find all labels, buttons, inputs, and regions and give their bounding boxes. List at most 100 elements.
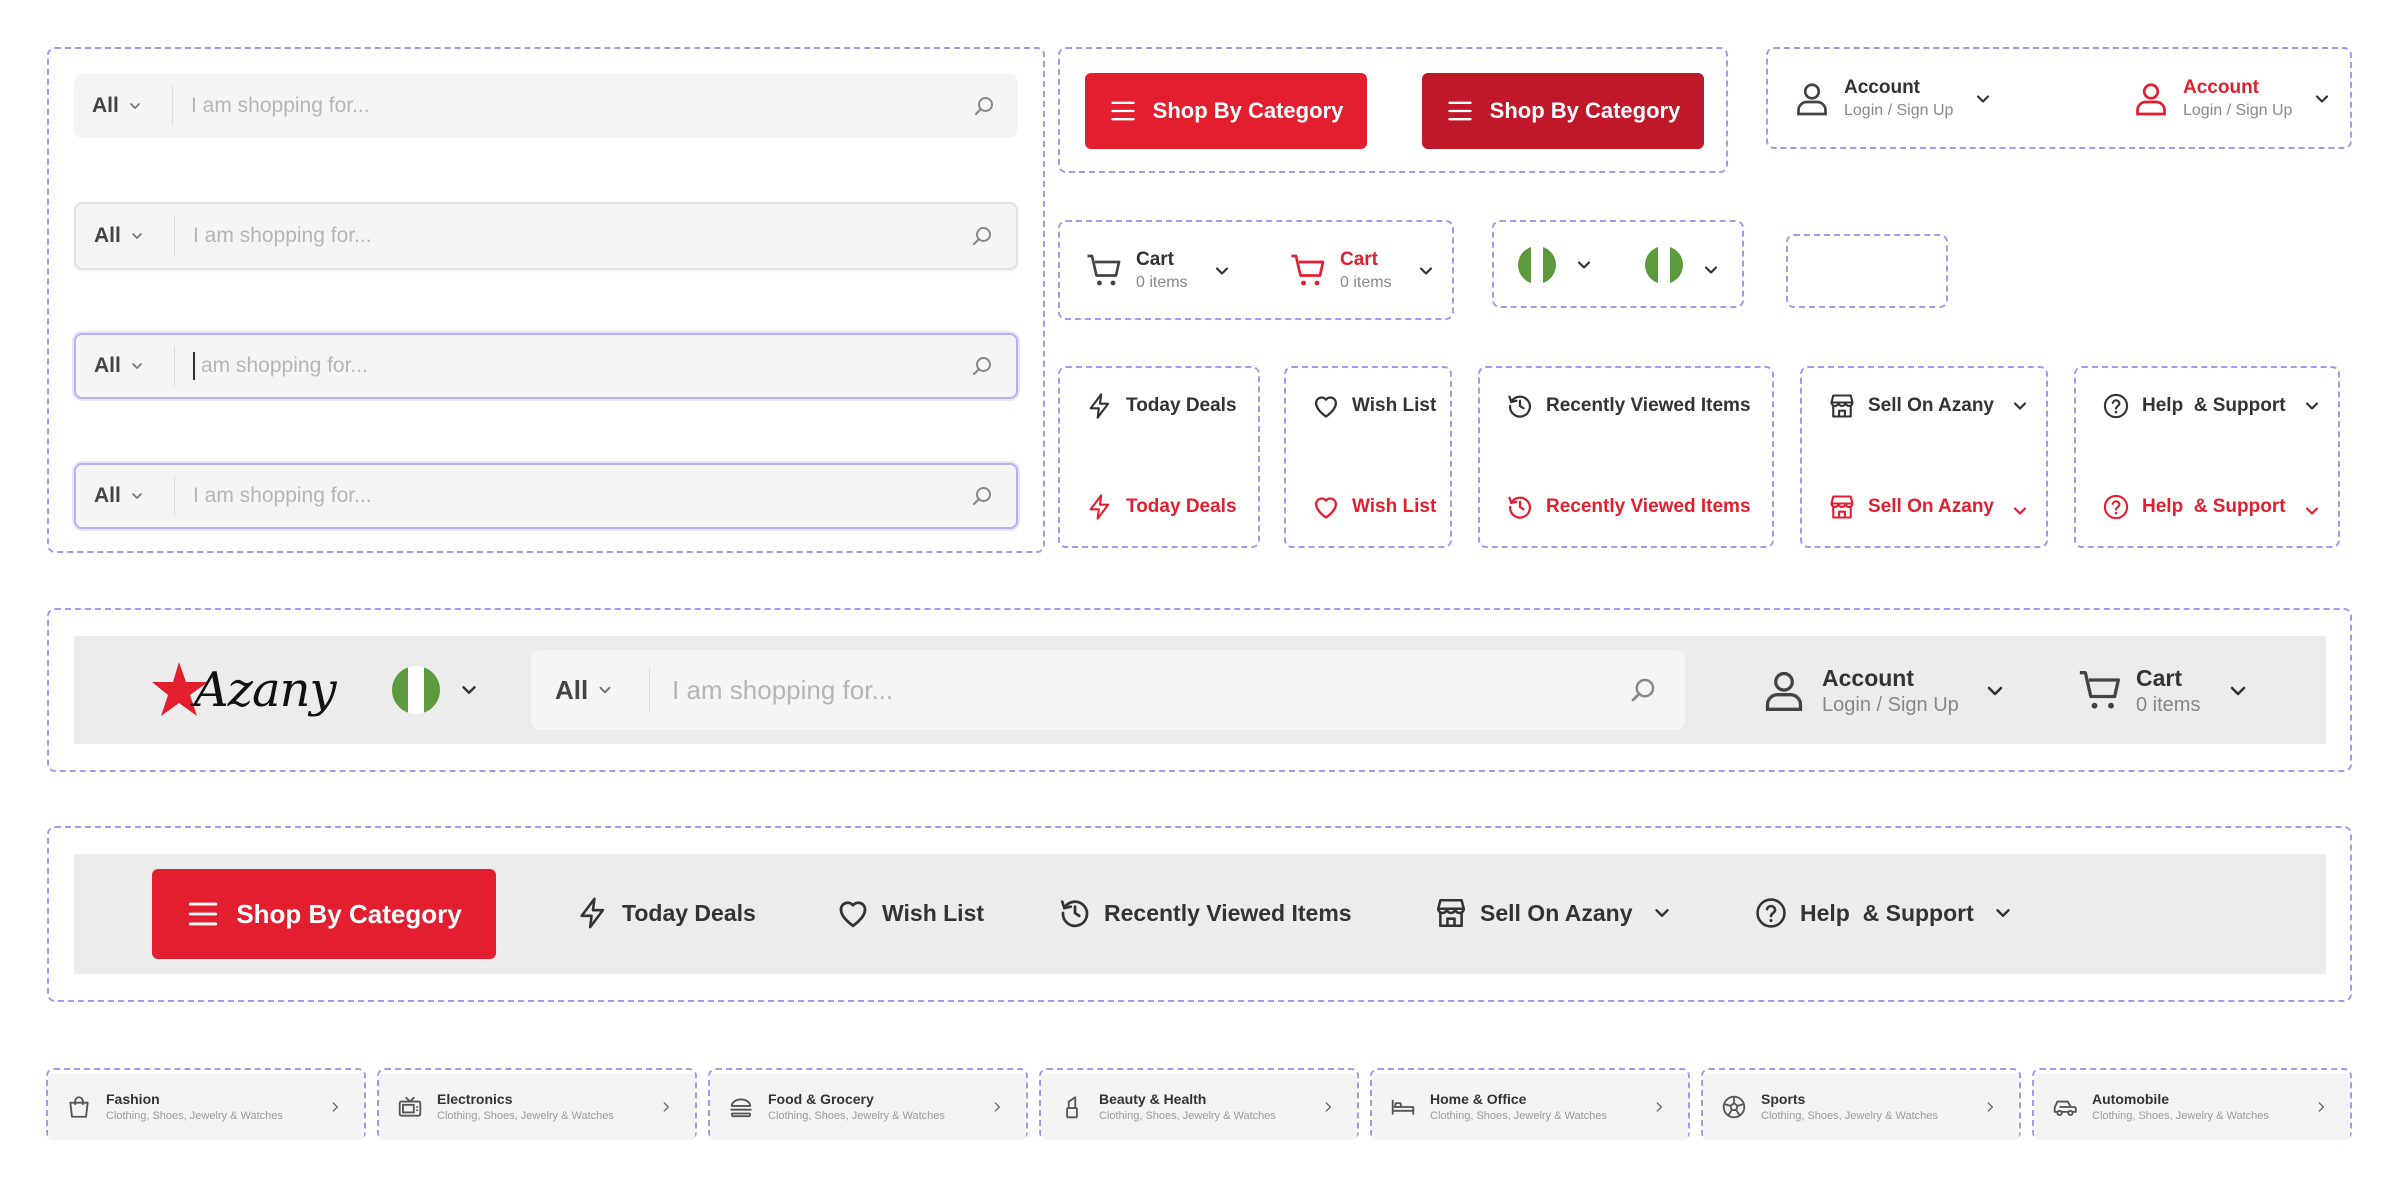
country-selector-hover[interactable] <box>1645 246 1721 284</box>
search-placeholder: am shopping for... <box>201 354 368 377</box>
star-logo-icon <box>152 662 208 716</box>
category-tile-automobile[interactable]: Automobile Clothing, Shoes, Jewelry & Wat… <box>2034 1074 2350 1140</box>
search-icon <box>970 224 994 248</box>
search-button[interactable] <box>1601 675 1685 705</box>
cart-menu[interactable]: Cart 0 items <box>2078 664 2250 718</box>
search-button[interactable] <box>950 94 1018 118</box>
account-menu-hover[interactable]: Account Login / Sign Up <box>2133 76 2332 122</box>
search-placeholder: I am shopping for... <box>193 484 372 507</box>
chevron-right-icon <box>328 1100 342 1114</box>
store-icon <box>1434 896 1468 930</box>
shop-by-category-button[interactable]: Shop By Category <box>1085 73 1367 149</box>
recently-viewed-label: Recently Viewed Items <box>1104 899 1352 926</box>
chevron-down-icon <box>1992 902 2014 924</box>
category-tile-sports[interactable]: Sports Clothing, Shoes, Jewelry & Watches <box>1703 1074 2019 1140</box>
country-selector[interactable] <box>392 666 480 714</box>
country-selector[interactable] <box>1518 246 1594 284</box>
help-support-link[interactable]: Help & Support <box>2102 392 2322 420</box>
account-title: Account <box>1844 77 1920 98</box>
sell-on-azany-link[interactable]: Sell On Azany <box>1828 392 2030 420</box>
category-tile-electronics[interactable]: Electronics Clothing, Shoes, Jewelry & Wa… <box>379 1074 695 1140</box>
text-cursor <box>193 352 195 380</box>
recently-viewed-link-hover[interactable]: Recently Viewed Items <box>1506 493 1751 521</box>
chevron-down-icon <box>129 358 145 374</box>
lightning-icon <box>576 896 610 930</box>
shop-by-category-label: Shop By Category <box>1152 98 1344 123</box>
today-deals-frame <box>1058 366 1260 548</box>
wish-list-label: Wish List <box>1352 496 1437 517</box>
help-support-link[interactable]: Help & Support <box>1754 896 2014 930</box>
today-deals-link-hover[interactable]: Today Deals <box>1086 493 1237 521</box>
category-select[interactable]: All <box>531 675 649 706</box>
shop-by-category-button-hover[interactable]: Shop By Category <box>1422 73 1704 149</box>
header-search-bar: All I am shopping for... <box>531 650 1685 730</box>
account-menu[interactable]: Account Login / Sign Up <box>1794 76 1993 122</box>
today-deals-label: Today Deals <box>1126 496 1237 517</box>
chevron-right-icon <box>1652 1100 1666 1114</box>
chevron-right-icon <box>1983 1100 1997 1114</box>
search-placeholder: I am shopping for... <box>193 224 372 247</box>
category-tile-home-office[interactable]: Home & Office Clothing, Shoes, Jewelry & … <box>1372 1074 1688 1140</box>
category-tile-food-grocery[interactable]: Food & Grocery Clothing, Shoes, Jewelry &… <box>710 1074 1026 1140</box>
category-name: Sports <box>1761 1091 1806 1107</box>
category-tile-beauty-health[interactable]: Beauty & Health Clothing, Shoes, Jewelry … <box>1041 1074 1357 1140</box>
chevron-down-icon <box>1212 261 1232 281</box>
help-frame <box>2074 366 2340 548</box>
store-icon <box>1828 392 1856 420</box>
search-button[interactable] <box>948 484 1016 508</box>
menu-icon <box>186 897 220 931</box>
category-select[interactable]: All <box>76 224 174 248</box>
search-variants-frame <box>47 47 1045 553</box>
search-icon <box>970 354 994 378</box>
soccer-ball-icon <box>1721 1094 1747 1120</box>
cart-menu-hover[interactable]: Cart 0 items <box>1290 248 1436 294</box>
chevron-down-icon <box>458 679 480 701</box>
sell-on-azany-label: Sell On Azany <box>1868 395 1994 416</box>
cart-title: Cart <box>1340 249 1379 270</box>
search-button[interactable] <box>948 224 1016 248</box>
search-input[interactable]: I am shopping for... <box>650 675 1601 706</box>
wish-list-link[interactable]: Wish List <box>836 896 984 930</box>
help-support-link-hover[interactable]: Help & Support <box>2102 493 2322 521</box>
divider <box>174 476 175 516</box>
account-menu[interactable]: Account Login / Sign Up <box>1762 664 2007 718</box>
country-frame <box>1492 220 1744 308</box>
wish-list-link[interactable]: Wish List <box>1312 392 1436 420</box>
sell-on-azany-link[interactable]: Sell On Azany <box>1434 896 1673 930</box>
category-select[interactable]: All <box>74 94 172 118</box>
cart-menu[interactable]: Cart 0 items <box>1086 248 1232 294</box>
recently-viewed-link[interactable]: Recently Viewed Items <box>1058 896 1352 930</box>
search-input[interactable]: am shopping for... <box>175 352 948 380</box>
divider <box>172 86 173 126</box>
search-button[interactable] <box>948 354 1016 378</box>
account-title: Account <box>1822 665 1914 691</box>
shopping-bag-icon <box>66 1094 92 1120</box>
car-icon <box>2052 1094 2078 1120</box>
search-input[interactable]: I am shopping for... <box>175 484 948 508</box>
azany-logo[interactable]: Azany <box>152 660 337 720</box>
chevron-right-icon <box>659 1100 673 1114</box>
today-deals-link[interactable]: Today Deals <box>576 896 756 930</box>
sell-frame <box>1800 366 2048 548</box>
shop-by-category-button[interactable]: Shop By Category <box>152 869 496 959</box>
cart-subtitle: 0 items <box>1340 274 1392 291</box>
search-input[interactable]: I am shopping for... <box>173 94 950 118</box>
recently-viewed-label: Recently Viewed Items <box>1546 496 1751 517</box>
category-subtitle: Clothing, Shoes, Jewelry & Watches <box>1761 1110 1938 1122</box>
header-frame <box>47 608 2352 772</box>
category-name: Home & Office <box>1430 1091 1527 1107</box>
today-deals-link[interactable]: Today Deals <box>1086 392 1237 420</box>
category-select[interactable]: All <box>76 484 174 508</box>
wish-list-link-hover[interactable]: Wish List <box>1312 493 1436 521</box>
chevron-down-icon <box>2010 396 2030 416</box>
lightning-icon <box>1086 493 1114 521</box>
account-title: Account <box>2183 77 2259 98</box>
chevron-down-icon <box>2302 396 2322 416</box>
category-select-label: All <box>92 94 119 117</box>
search-bar-active: All I am shopping for... <box>74 463 1018 529</box>
category-select[interactable]: All <box>76 354 174 378</box>
search-input[interactable]: I am shopping for... <box>175 224 948 248</box>
sell-on-azany-link-hover[interactable]: Sell On Azany <box>1828 493 2030 521</box>
category-tile-fashion[interactable]: Fashion Clothing, Shoes, Jewelry & Watche… <box>48 1074 364 1140</box>
recently-viewed-link[interactable]: Recently Viewed Items <box>1506 392 1751 420</box>
